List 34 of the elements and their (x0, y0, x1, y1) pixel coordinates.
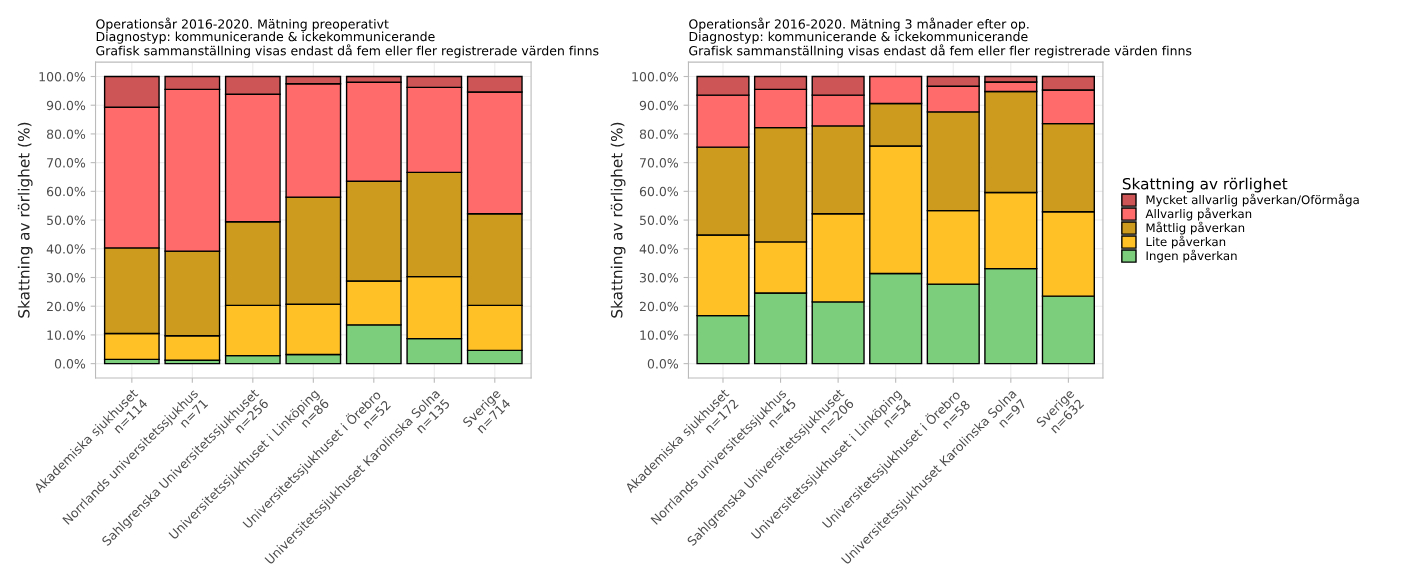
y-tick-label: 100.0% (39, 71, 86, 82)
y-tick-label: 50.0% (639, 215, 679, 225)
y-tick-label: 60.0% (46, 186, 86, 197)
chart-title: Operationsår 2016-2020. Mätning preoperativt (96, 17, 389, 32)
y-tick-label: 10.0% (640, 330, 679, 340)
y-axis-title: Skattning av rörlighet (%) (610, 122, 626, 318)
y-tick-label: 10.0% (47, 330, 86, 340)
y-tick-label: 100.0% (632, 71, 679, 82)
y-tick-label: 0.0% (54, 359, 86, 369)
y-tick-label: 50.0% (47, 215, 86, 225)
legend-label: Allvarlig påverkan (1145, 207, 1252, 221)
legend-label: Mycket allvarlig påverkan/Oförmåga (1146, 193, 1359, 207)
y-tick-label: 20.0% (639, 301, 679, 312)
legend-label: Måttlig påverkan (1146, 221, 1245, 235)
y-tick-label: 20.0% (47, 301, 86, 312)
y-tick-label: 90.0% (46, 100, 86, 111)
legend-title: Skattning av rörlighet (1122, 177, 1288, 193)
chart-subtitle: Diagnostyp: kommunicerande & ickekommunicerande Grafisk sammanställning visas endast då fem eller fler registrerade värden finns (96, 31, 599, 58)
y-tick-label: 80.0% (639, 129, 679, 139)
y-tick-label: 30.0% (639, 272, 679, 283)
y-tick-label: 40.0% (46, 244, 86, 254)
y-tick-label: 90.0% (639, 100, 679, 111)
y-tick-label: 70.0% (640, 158, 679, 168)
y-tick-label: 0.0% (647, 359, 679, 369)
y-tick-label: 30.0% (47, 272, 86, 283)
chart-title: Operationsår 2016-2020. Mätning 3 månader efter op. (689, 17, 1029, 32)
y-tick-label: 70.0% (47, 158, 86, 168)
y-tick-label: 80.0% (46, 129, 86, 139)
y-axis-title: Skattning av rörlighet (%) (17, 122, 33, 318)
y-tick-label: 60.0% (639, 186, 679, 197)
legend-label: Lite påverkan (1146, 235, 1226, 249)
chart-subtitle: Diagnostyp: kommunicerande & ickekommunicerande Grafisk sammanställning visas endast då fem eller fler registrerade värden finns (689, 31, 1192, 58)
y-tick-label: 40.0% (639, 244, 679, 254)
legend-label: Ingen påverkan (1146, 249, 1237, 263)
